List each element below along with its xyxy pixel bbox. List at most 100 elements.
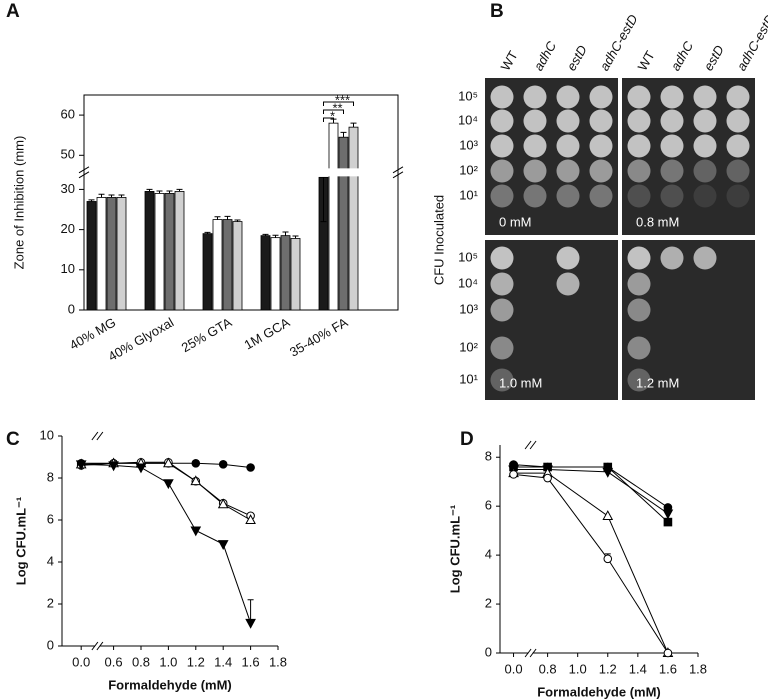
y-axis-label: CFU Inoculated [431,195,446,285]
strain-label: WT [635,48,658,73]
x-tick-label: 1M GCA [242,314,293,352]
x-tick-label: 40% Glyoxal [106,315,177,365]
colony-spot [490,368,514,392]
axis-break [524,440,532,450]
dilution-label: 10² [459,339,478,354]
data-point [509,470,518,479]
colony-spot [490,246,514,270]
series-line [513,472,669,654]
data-point [663,517,673,527]
colony-spot [660,85,684,109]
error-bar [204,231,211,234]
colony-spot [490,336,514,360]
strain-label: WT [498,48,521,73]
colony-spot [627,85,651,109]
colony-spot [523,184,547,208]
x-axis-label: Formaldehyde (mM) [108,677,232,692]
data-point [246,463,255,472]
y-axis-label: Zone of Inhibition (mm) [11,136,26,270]
y-tick-label: 20 [61,221,75,236]
x-tick-label: 25% GTA [179,314,235,355]
x-tick-label: 0.8 [539,661,557,676]
colony-spot [627,298,651,322]
x-tick-label: 1.8 [269,654,287,669]
x-tick-label: 1.8 [689,661,707,676]
data-point [75,460,87,471]
colony-spot [627,272,651,296]
data-point [191,459,201,468]
dilution-label: 10⁵ [458,88,478,103]
bar [348,126,359,311]
x-tick-label: 1.6 [659,661,677,676]
axis-break [78,166,90,174]
colony-spot [523,85,547,109]
data-point [245,514,256,524]
bar [280,235,291,311]
colony-spot [660,246,684,270]
data-point [603,554,613,564]
error-bar [166,190,173,194]
y-tick-label: 60 [61,107,75,122]
colony-spot [693,159,717,183]
concentration-label: 1.0 mM [499,375,542,390]
colony-spot [589,184,613,208]
y-tick-label: 2 [47,595,54,610]
data-point [217,540,229,550]
dilution-label: 10⁴ [458,112,478,127]
error-bar [340,131,347,138]
colony-spot [627,336,651,360]
panel-label: C [6,429,20,450]
colony-spot [726,159,750,183]
significance-label: * [330,108,335,123]
x-tick-label: 1.2 [599,661,617,676]
dilution-label: 10¹ [459,187,478,202]
x-axis-label: Formaldehyde (mM) [537,684,661,699]
colony-spot [490,184,514,208]
data-point [217,498,229,509]
bar [212,219,223,311]
colony-spot [556,134,580,158]
bar [106,197,117,311]
concentration-label: 0.8 mM [636,214,679,229]
colony-spot [589,109,613,133]
data-point [245,618,256,629]
y-tick-label: 10 [40,427,54,442]
axis-break [529,440,537,450]
error-bar [262,233,269,236]
colony-spot [490,159,514,183]
data-point [135,463,147,474]
error-bar [118,194,125,198]
colony-spot [726,184,750,208]
data-point [190,475,202,486]
series-line [513,468,669,514]
error-bar [176,188,183,192]
data-point [218,460,228,469]
colony-spot [660,134,684,158]
y-tick-label: 8 [47,469,54,484]
concentration-label: 0 mM [499,214,532,229]
axis-break [91,641,99,651]
y-tick-label: 0 [47,637,54,652]
series-line [81,462,251,521]
concentration-label: 1.2 mM [636,375,679,390]
data-point [108,461,119,472]
y-tick-label: 6 [47,511,54,526]
colony-spot [589,159,613,183]
significance-bracket [323,109,344,114]
colony-spot [490,134,514,158]
colony-spot [726,109,750,133]
colony-spot [627,134,651,158]
x-tick-label: 0.0 [504,661,522,676]
data-point [602,510,614,520]
x-tick-label: 0.6 [105,654,123,669]
x-tick-label: 1.2 [187,654,205,669]
error-bar [88,199,95,202]
colony-spot [660,159,684,183]
colony-spot [490,85,514,109]
series-line [513,473,669,654]
dilution-label: 10⁴ [458,275,478,290]
significance-label: ** [332,100,342,115]
strain-label: estD [701,43,727,74]
y-tick-label: 10 [61,261,75,276]
bar [96,197,107,311]
